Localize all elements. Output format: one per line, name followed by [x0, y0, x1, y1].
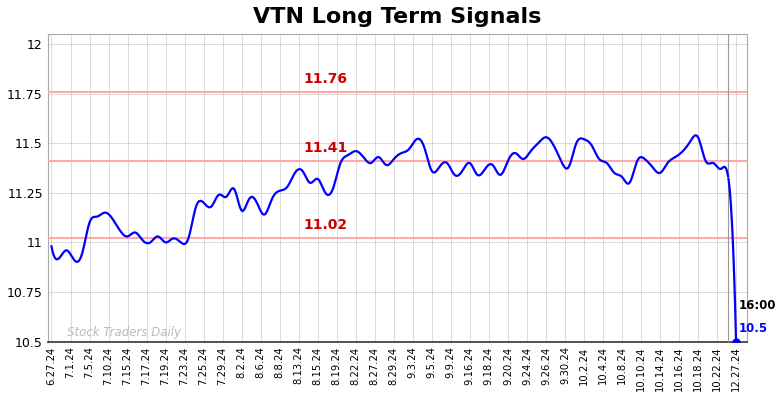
Text: 11.02: 11.02	[303, 219, 347, 232]
Text: 11.41: 11.41	[303, 141, 347, 155]
Text: Stock Traders Daily: Stock Traders Daily	[67, 326, 180, 339]
Text: 11.76: 11.76	[303, 72, 347, 86]
Text: 10.5: 10.5	[739, 322, 768, 335]
Title: VTN Long Term Signals: VTN Long Term Signals	[253, 7, 542, 27]
Text: 16:00: 16:00	[739, 299, 776, 312]
